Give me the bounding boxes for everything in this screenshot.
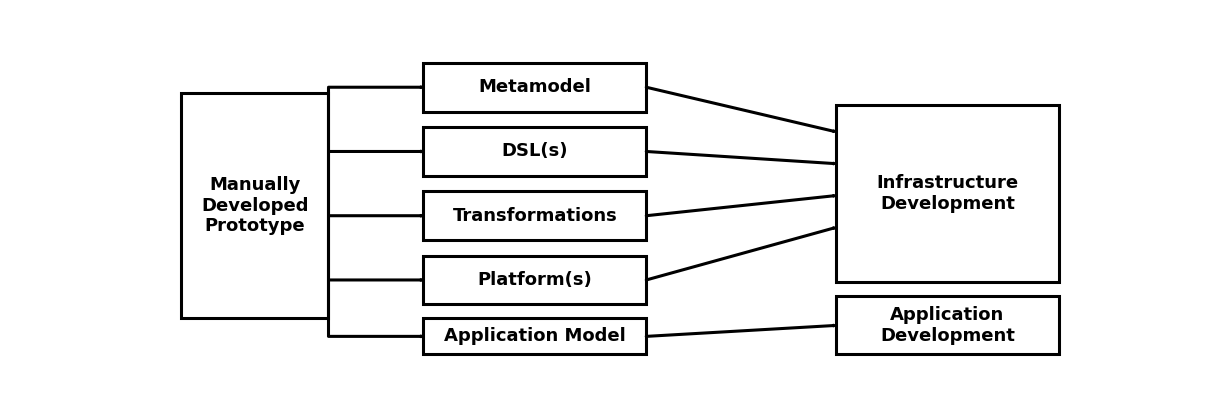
Text: Transformations: Transformations bbox=[453, 207, 617, 225]
Text: DSL(s): DSL(s) bbox=[502, 142, 568, 160]
FancyBboxPatch shape bbox=[836, 105, 1059, 282]
FancyBboxPatch shape bbox=[424, 191, 646, 240]
FancyBboxPatch shape bbox=[424, 127, 646, 176]
Text: Application
Development: Application Development bbox=[880, 306, 1015, 345]
Text: Metamodel: Metamodel bbox=[479, 78, 591, 96]
FancyBboxPatch shape bbox=[181, 93, 328, 318]
FancyBboxPatch shape bbox=[424, 63, 646, 112]
FancyBboxPatch shape bbox=[424, 256, 646, 304]
Text: Infrastructure
Development: Infrastructure Development bbox=[876, 174, 1018, 213]
FancyBboxPatch shape bbox=[836, 296, 1059, 354]
Text: Application Model: Application Model bbox=[444, 327, 625, 346]
Text: Platform(s): Platform(s) bbox=[477, 271, 592, 289]
FancyBboxPatch shape bbox=[424, 318, 646, 354]
Text: Manually
Developed
Prototype: Manually Developed Prototype bbox=[201, 176, 308, 235]
